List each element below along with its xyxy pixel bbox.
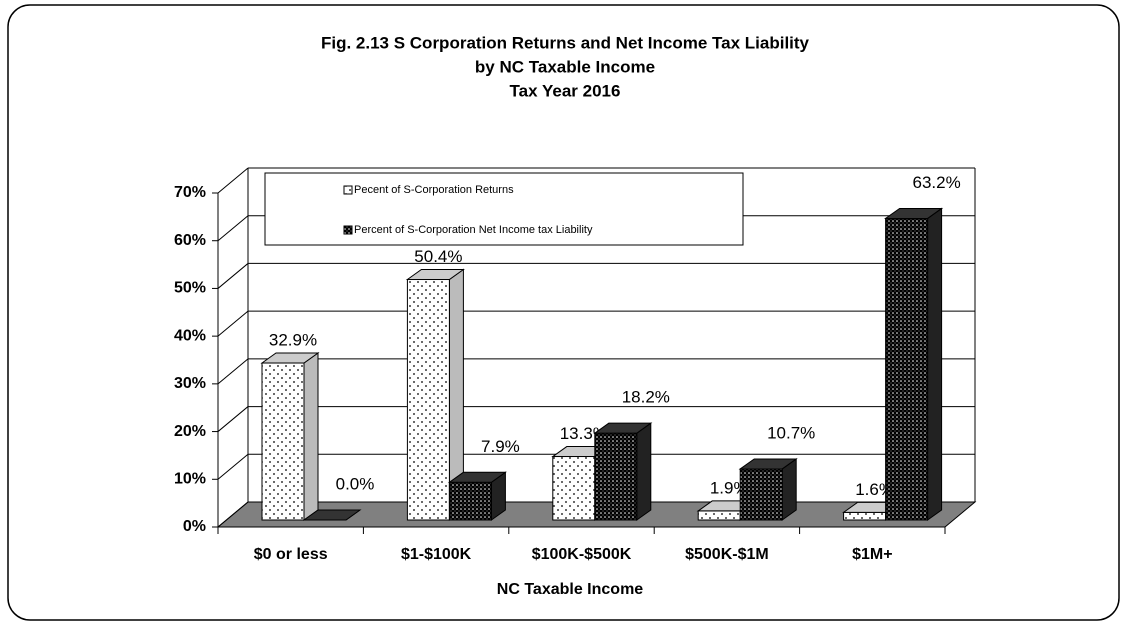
y-tick-label: 20% bbox=[174, 423, 206, 440]
grid-line bbox=[217, 310, 249, 337]
y-tick-label: 30% bbox=[174, 375, 206, 392]
bar bbox=[885, 217, 929, 521]
bar-top bbox=[738, 458, 798, 470]
bar bbox=[739, 468, 783, 521]
bar-group bbox=[260, 352, 320, 521]
grid-line bbox=[217, 167, 249, 194]
bar-group bbox=[884, 207, 944, 521]
x-axis-label: NC Taxable Income bbox=[497, 581, 644, 598]
y-tick-label: 60% bbox=[174, 232, 206, 249]
bar-top bbox=[405, 269, 465, 281]
bar-group bbox=[405, 268, 465, 521]
x-tick-label: $1-$100K bbox=[401, 546, 472, 563]
data-label: 7.9% bbox=[481, 437, 520, 456]
chart-title: Fig. 2.13 S Corporation Returns and Net … bbox=[321, 33, 810, 52]
grid-line bbox=[217, 501, 249, 528]
x-tick-label: $500K-$1M bbox=[685, 546, 769, 563]
legend-label: Pecent of S-Corporation Returns bbox=[354, 184, 514, 196]
data-label: 50.4% bbox=[414, 247, 462, 266]
data-label: 63.2% bbox=[912, 173, 960, 192]
x-tick-label: $0 or less bbox=[254, 546, 328, 563]
bar-group bbox=[593, 422, 653, 521]
grid-line bbox=[217, 406, 249, 432]
bar-top bbox=[593, 422, 653, 434]
bar-side bbox=[781, 457, 797, 521]
chart-subtitle: by NC Taxable Income bbox=[475, 57, 655, 76]
bar-side bbox=[303, 352, 319, 521]
y-tick-label: 40% bbox=[174, 327, 206, 344]
bar-group bbox=[738, 457, 798, 521]
bar bbox=[697, 510, 741, 521]
bar-top bbox=[884, 207, 944, 219]
bar-group bbox=[447, 471, 507, 521]
bar-top bbox=[302, 509, 362, 521]
bar bbox=[261, 362, 305, 521]
bar bbox=[843, 511, 887, 521]
y-tick-label: 70% bbox=[174, 184, 206, 201]
bar-top bbox=[260, 352, 320, 364]
bar bbox=[594, 432, 638, 521]
bar-group bbox=[302, 509, 362, 521]
data-label: 0.0% bbox=[336, 474, 375, 493]
bar bbox=[552, 456, 596, 521]
data-label: 1.9% bbox=[710, 478, 749, 497]
bar-top bbox=[447, 471, 507, 483]
data-label: 10.7% bbox=[767, 423, 815, 442]
bar bbox=[448, 481, 492, 521]
grid-line bbox=[217, 358, 249, 385]
bar-side bbox=[636, 422, 652, 521]
grid-line bbox=[217, 453, 249, 480]
y-tick-label: 10% bbox=[174, 471, 206, 488]
x-tick-label: $100K-$500K bbox=[532, 546, 632, 563]
legend-swatch bbox=[343, 185, 353, 195]
bar-side bbox=[927, 207, 943, 521]
data-label: 18.2% bbox=[622, 388, 670, 407]
data-label: 1.6% bbox=[855, 480, 894, 499]
bar bbox=[406, 279, 450, 521]
x-tick-label: $1M+ bbox=[852, 546, 892, 563]
grid-line bbox=[217, 215, 249, 242]
chart-subtitle: Tax Year 2016 bbox=[510, 81, 621, 100]
y-tick-label: 50% bbox=[174, 280, 206, 297]
grid-line bbox=[217, 263, 249, 289]
data-label: 32.9% bbox=[269, 331, 317, 350]
y-tick-label: 0% bbox=[183, 518, 206, 535]
legend-label: Percent of S-Corporation Net Income tax … bbox=[354, 224, 593, 236]
legend-swatch bbox=[343, 225, 353, 235]
